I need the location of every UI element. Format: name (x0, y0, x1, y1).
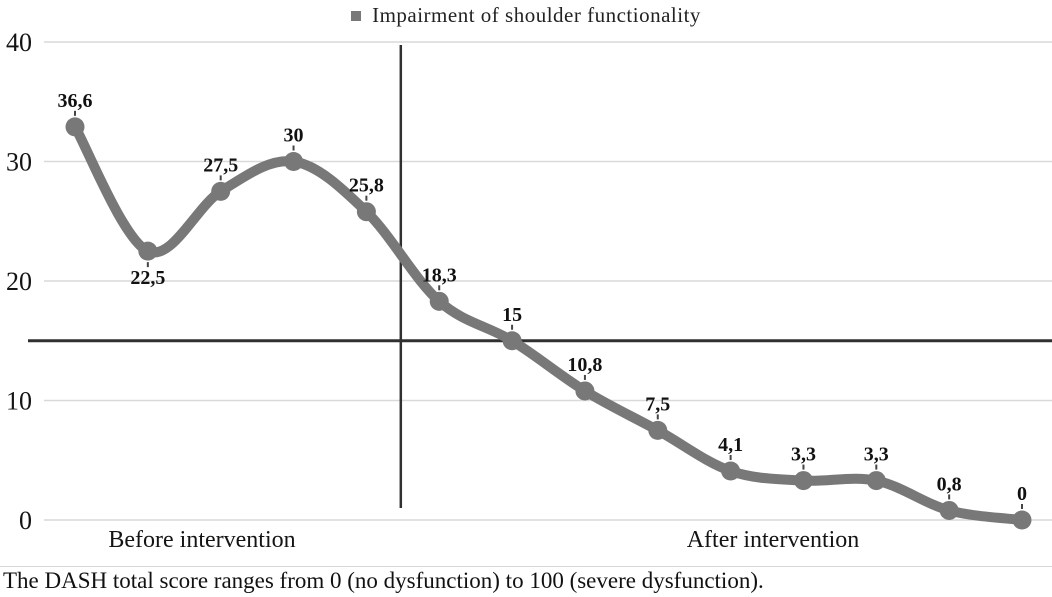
caption-divider (0, 566, 1052, 567)
data-point-label: 30 (284, 125, 304, 147)
data-point-marker (138, 241, 158, 261)
line-chart: 0 10 20 30 40 36,6 22,5 27,5 30 25,8 18,3 15 10,8 7,5… (6, 28, 1052, 535)
y-tick-label: 40 (6, 28, 32, 57)
data-point-label: 15 (502, 304, 522, 326)
data-point-label: 27,5 (203, 154, 238, 176)
data-point-marker (211, 181, 231, 201)
data-point-marker (648, 420, 668, 440)
data-point-marker (939, 500, 959, 520)
data-point-marker (1012, 510, 1032, 530)
data-point-label: 3,3 (864, 444, 889, 466)
data-point-label: 4,1 (718, 434, 743, 456)
data-point-label: 0 (1017, 483, 1027, 505)
data-point-marker (284, 152, 304, 171)
data-point-marker (356, 202, 376, 222)
x-group-label-after: After intervention (686, 527, 860, 553)
data-point-label: 36,6 (58, 90, 93, 112)
y-tick-label: 0 (19, 506, 32, 535)
data-point-marker (866, 471, 886, 491)
data-point-marker (502, 331, 522, 351)
y-tick-label: 20 (6, 267, 32, 296)
data-point-label: 22,5 (130, 267, 165, 289)
data-point-marker (793, 471, 813, 491)
data-point-marker (65, 117, 85, 137)
data-point-label: 18,3 (422, 264, 457, 286)
data-point-label: 0,8 (937, 473, 962, 495)
data-point-label: 7,5 (645, 393, 670, 415)
figure-caption: The DASH total score ranges from 0 (no d… (3, 568, 764, 593)
y-tick-label: 30 (6, 148, 32, 177)
data-point-label: 3,3 (791, 444, 816, 466)
data-point-label: 25,8 (349, 175, 384, 197)
y-tick-label: 10 (6, 387, 32, 416)
data-point-marker (721, 461, 741, 481)
data-point-label: 10,8 (567, 354, 602, 376)
x-group-label-before: Before intervention (108, 527, 296, 553)
data-point-marker (429, 291, 449, 311)
data-point-marker (575, 381, 595, 401)
